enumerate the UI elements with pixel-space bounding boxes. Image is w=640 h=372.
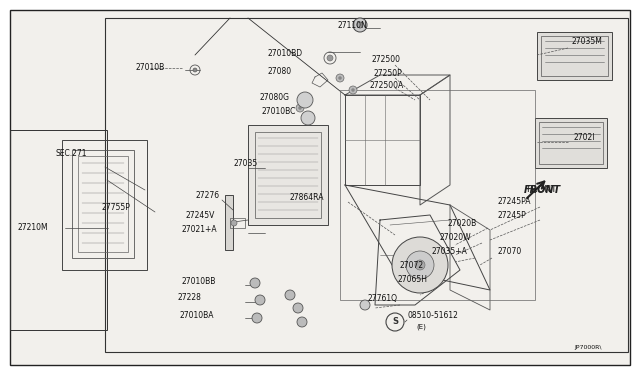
Text: 27080: 27080: [268, 67, 292, 77]
Text: SEC.271: SEC.271: [55, 148, 86, 157]
Bar: [539, 122, 603, 164]
Bar: [340, 90, 535, 300]
Circle shape: [293, 303, 303, 313]
Text: 27070: 27070: [498, 247, 522, 257]
Circle shape: [296, 104, 304, 112]
Text: 2702I: 2702I: [574, 134, 595, 142]
Text: FRONT: FRONT: [524, 185, 561, 195]
Text: 27035+A: 27035+A: [432, 247, 468, 257]
Bar: [537, 32, 612, 80]
Circle shape: [351, 89, 355, 92]
Circle shape: [360, 300, 370, 310]
Text: 27010BB: 27010BB: [182, 278, 216, 286]
Circle shape: [406, 251, 434, 279]
Text: 27021+A: 27021+A: [182, 225, 218, 234]
Circle shape: [301, 111, 315, 125]
Text: (E): (E): [416, 324, 426, 330]
Polygon shape: [450, 205, 490, 310]
Bar: [541, 36, 608, 76]
Bar: [10, 130, 107, 330]
Circle shape: [297, 317, 307, 327]
Circle shape: [250, 278, 260, 288]
Circle shape: [297, 92, 313, 108]
Text: 08510-51612: 08510-51612: [407, 311, 458, 320]
Text: 27761Q: 27761Q: [367, 294, 397, 302]
Polygon shape: [375, 215, 460, 305]
Text: JP7000R\: JP7000R\: [574, 346, 602, 350]
Bar: [105, 18, 628, 352]
Text: 27245PA: 27245PA: [498, 198, 531, 206]
Circle shape: [349, 86, 357, 94]
Text: 272500: 272500: [371, 55, 400, 64]
Circle shape: [231, 220, 237, 226]
Circle shape: [339, 77, 342, 80]
Text: 27228: 27228: [177, 294, 201, 302]
Text: 27072: 27072: [400, 260, 424, 269]
Bar: [78, 156, 128, 252]
Text: 27110N: 27110N: [338, 22, 368, 31]
Circle shape: [357, 22, 363, 28]
Circle shape: [304, 116, 312, 124]
Text: 27035M: 27035M: [571, 38, 602, 46]
Circle shape: [193, 68, 197, 72]
Text: 27245P: 27245P: [498, 212, 527, 221]
Bar: [230, 218, 245, 228]
Bar: [72, 150, 134, 258]
Circle shape: [415, 260, 425, 270]
Text: 27065H: 27065H: [398, 275, 428, 283]
Text: 27010BA: 27010BA: [180, 311, 214, 321]
Bar: [340, 90, 535, 300]
Bar: [62, 140, 147, 270]
Circle shape: [392, 237, 448, 293]
Text: 27020B: 27020B: [447, 218, 476, 228]
Text: 27020W: 27020W: [440, 232, 472, 241]
Text: 27010B: 27010B: [136, 62, 165, 71]
Circle shape: [298, 106, 301, 109]
Polygon shape: [345, 75, 450, 95]
Text: 27010BD: 27010BD: [268, 48, 303, 58]
Circle shape: [255, 295, 265, 305]
Text: 27250P: 27250P: [374, 68, 403, 77]
Polygon shape: [345, 185, 490, 290]
Text: 27276: 27276: [196, 190, 220, 199]
Text: 272500A: 272500A: [369, 81, 403, 90]
Circle shape: [252, 313, 262, 323]
Bar: [248, 125, 328, 225]
Bar: [535, 118, 607, 168]
Text: 27755P: 27755P: [101, 203, 130, 212]
Text: 27010BC: 27010BC: [261, 108, 296, 116]
Text: S: S: [392, 317, 398, 327]
Text: 27864RA: 27864RA: [290, 193, 324, 202]
Circle shape: [336, 74, 344, 82]
Bar: [255, 132, 321, 218]
Text: 27080G: 27080G: [260, 93, 290, 103]
Circle shape: [353, 18, 367, 32]
Text: 27210M: 27210M: [18, 222, 49, 231]
Text: FRONT: FRONT: [526, 186, 557, 195]
Circle shape: [327, 55, 333, 61]
Bar: [225, 195, 233, 250]
Text: 27245V: 27245V: [186, 212, 216, 221]
Polygon shape: [345, 95, 420, 185]
Polygon shape: [420, 75, 450, 205]
Circle shape: [307, 119, 310, 122]
Circle shape: [285, 290, 295, 300]
Text: 27035: 27035: [233, 158, 257, 167]
